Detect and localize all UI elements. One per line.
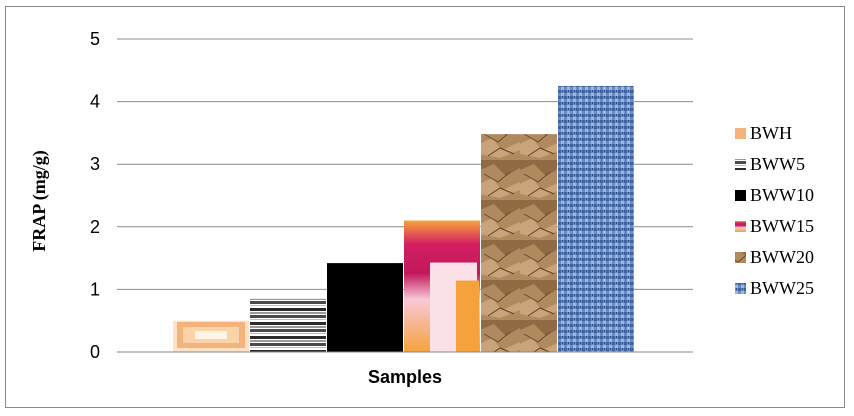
y-tick-label: 1 <box>90 279 100 299</box>
legend-swatch-bwh <box>735 128 746 139</box>
bars <box>173 85 634 352</box>
y-tick-label: 5 <box>90 29 100 49</box>
legend-swatch-bww20 <box>735 252 746 263</box>
legend-label-bww25: BWW25 <box>750 278 814 298</box>
y-tick-label: 4 <box>90 92 100 112</box>
legend-label-bww20: BWW20 <box>750 247 814 267</box>
legend-label-bww5: BWW5 <box>750 154 805 174</box>
legend-swatch-bww5 <box>735 159 746 170</box>
bar-bww20 <box>481 134 557 352</box>
legend-swatch-bww15 <box>735 221 746 232</box>
y-axis-label: FRAP (mg/g) <box>29 150 50 251</box>
legend-swatch-bww25 <box>735 283 746 294</box>
legend-label-bww15: BWW15 <box>750 216 814 236</box>
legend-label-bww10: BWW10 <box>750 185 814 205</box>
y-tick-labels: 0 1 2 3 4 5 <box>90 29 100 362</box>
bar-bww10 <box>327 263 403 352</box>
bar-bww5 <box>250 298 326 352</box>
x-axis-label: Samples <box>368 367 442 387</box>
legend: BWH BWW5 BWW10 BWW15 BWW20 BWW25 <box>735 123 814 298</box>
y-tick-label: 3 <box>90 154 100 174</box>
legend-swatch-bww10 <box>735 190 746 201</box>
y-tick-label: 0 <box>90 342 100 362</box>
bar-bww25 <box>558 85 634 352</box>
y-tick-label: 2 <box>90 217 100 237</box>
bar-bww15-inner-core <box>456 280 479 352</box>
legend-label-bwh: BWH <box>750 123 792 143</box>
bar-bwh <box>173 320 249 352</box>
